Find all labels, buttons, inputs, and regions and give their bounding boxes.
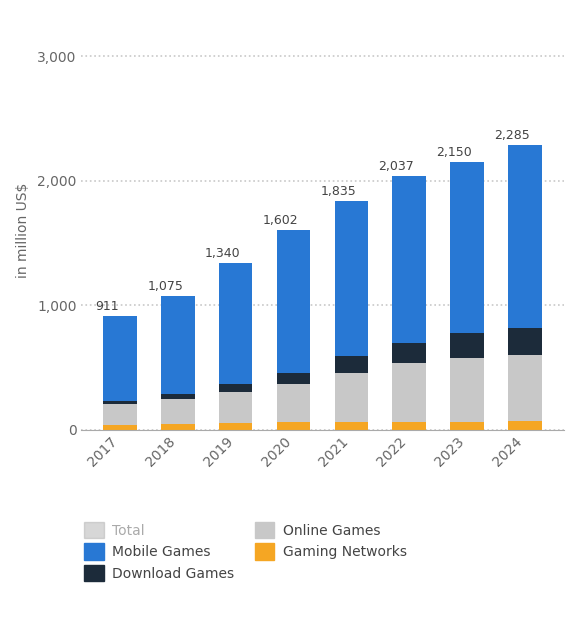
Bar	[450, 333, 484, 358]
Bar	[335, 202, 368, 356]
Text: 2,150: 2,150	[436, 146, 472, 159]
Bar	[508, 329, 541, 355]
Text: 1,602: 1,602	[263, 214, 299, 227]
Bar	[335, 356, 368, 372]
Bar	[277, 231, 310, 372]
Bar	[103, 317, 137, 401]
Bar	[392, 343, 426, 363]
Bar	[508, 355, 541, 421]
Text: 911: 911	[95, 300, 119, 313]
Bar	[508, 145, 541, 329]
Bar	[161, 423, 195, 430]
Bar	[450, 358, 484, 422]
Text: 2,285: 2,285	[494, 129, 530, 142]
Bar	[103, 425, 137, 430]
Bar	[335, 422, 368, 430]
Bar	[450, 422, 484, 430]
Bar	[277, 422, 310, 430]
Legend: Total, Mobile Games, Download Games, Online Games, Gaming Networks: Total, Mobile Games, Download Games, Onl…	[78, 516, 413, 586]
Bar	[219, 384, 253, 392]
Bar	[277, 384, 310, 422]
Text: 1,835: 1,835	[321, 185, 357, 198]
Bar	[392, 176, 426, 343]
Text: 1,075: 1,075	[147, 279, 183, 293]
Bar	[219, 263, 253, 384]
Bar	[103, 404, 137, 425]
Bar	[277, 372, 310, 384]
Bar	[392, 363, 426, 422]
Bar	[161, 394, 195, 399]
Bar	[219, 392, 253, 423]
Bar	[335, 372, 368, 422]
Bar	[219, 423, 253, 430]
Bar	[161, 399, 195, 423]
Bar	[161, 296, 195, 394]
Bar	[103, 401, 137, 404]
Bar	[392, 422, 426, 430]
Text: 1,340: 1,340	[205, 246, 241, 260]
Y-axis label: in million US$: in million US$	[16, 183, 30, 278]
Bar	[508, 421, 541, 430]
Text: 2,037: 2,037	[379, 160, 414, 173]
Bar	[450, 162, 484, 333]
